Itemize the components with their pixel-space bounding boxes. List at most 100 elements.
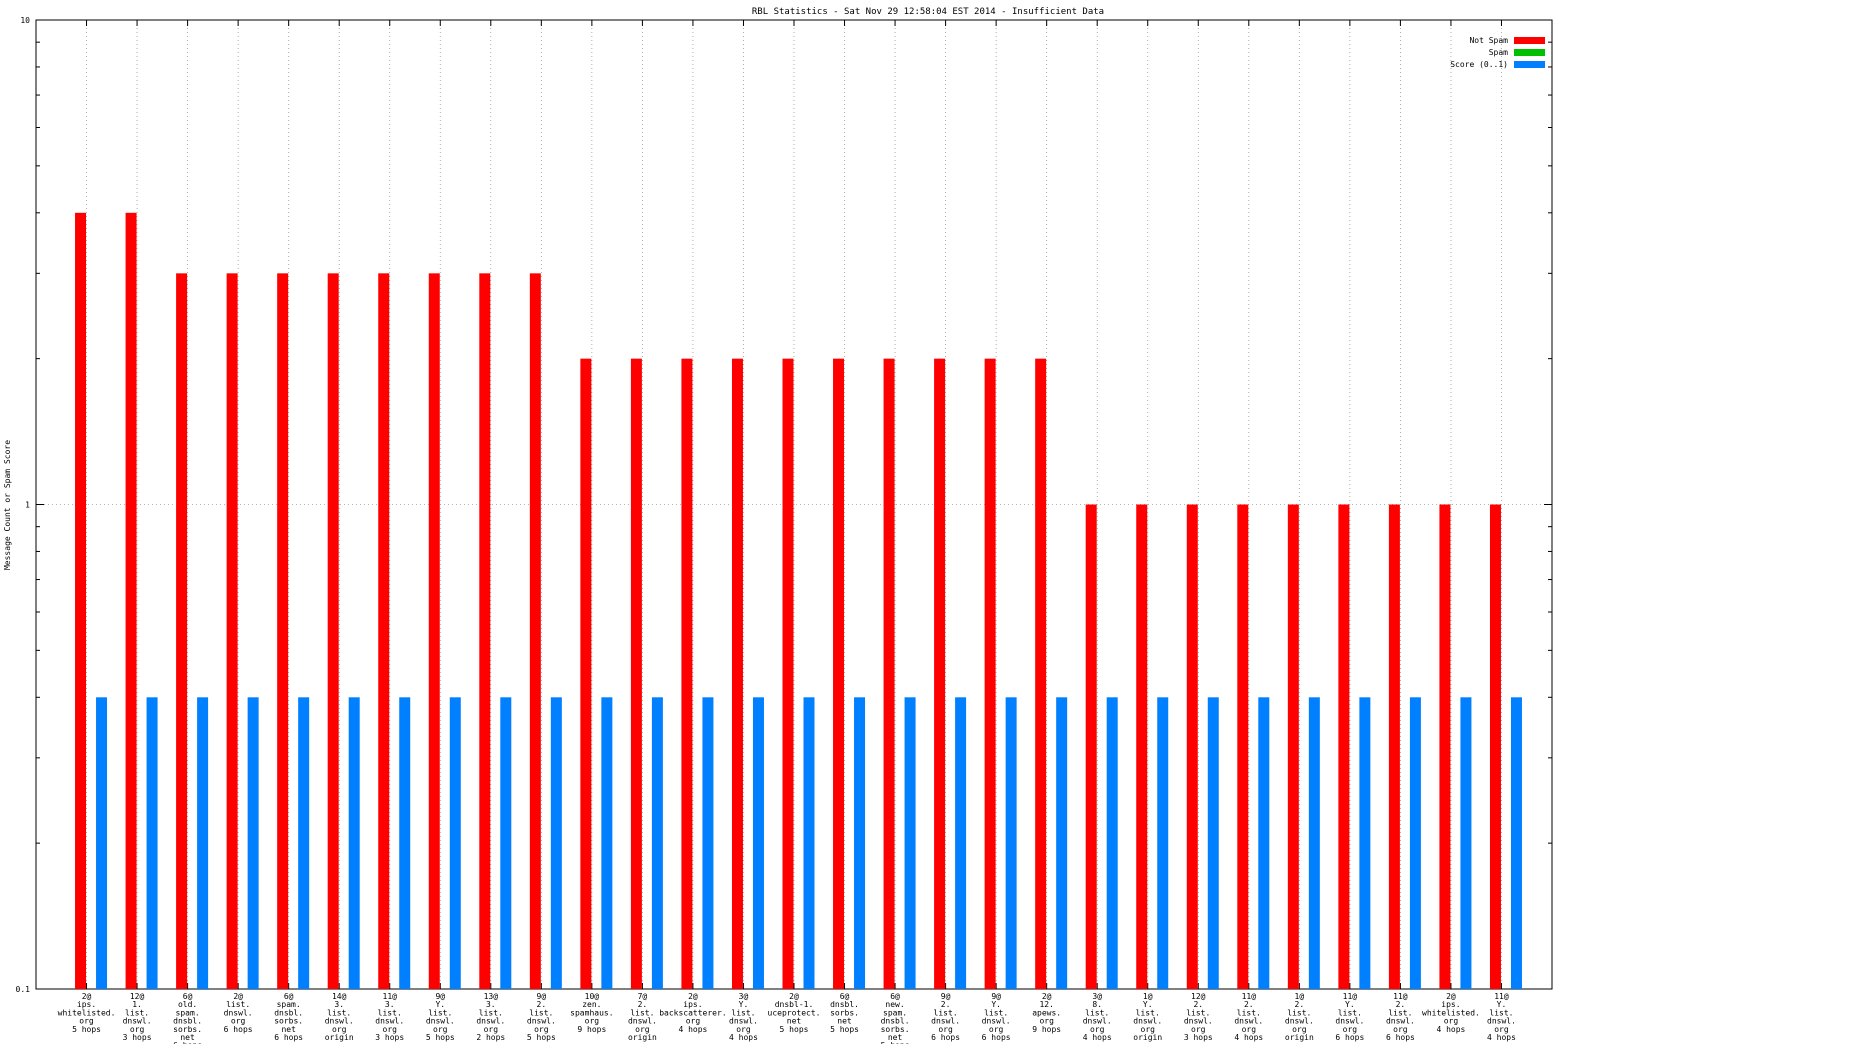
x-tick-label-line: origin xyxy=(1285,1033,1314,1042)
x-tick-label-line: org xyxy=(1343,1025,1358,1034)
x-tick-label-line: 3@ xyxy=(739,992,749,1001)
chart-title: RBL Statistics - Sat Nov 29 12:58:04 EST… xyxy=(752,7,1104,17)
bar-not-spam xyxy=(176,273,188,990)
x-tick-label-line: spam. xyxy=(883,1008,907,1017)
bar-score xyxy=(96,697,108,989)
legend-label: Not Spam xyxy=(1469,36,1508,45)
x-tick-label-line: 2@ xyxy=(1042,992,1052,1001)
legend-swatch xyxy=(1514,49,1545,56)
x-tick-label-line: 4 hops xyxy=(678,1025,707,1034)
x-tick-label: 2@ ips. whitelisted. org 4 hops xyxy=(1422,992,1480,1034)
x-tick-label: 6@ dnsbl. sorbs. net 5 hops xyxy=(830,992,859,1034)
bar-score xyxy=(651,697,663,989)
x-tick-label-line: 5 hops xyxy=(830,1025,859,1034)
x-tick-label-line: dnswl. xyxy=(729,1017,758,1026)
x-tick-label-line: dnswl. xyxy=(476,1017,505,1026)
x-tick-label-line: 6 hops xyxy=(1386,1033,1415,1042)
x-tick-label-line: 3. xyxy=(486,1000,496,1009)
x-tick-label-line: 4 hops xyxy=(1487,1033,1516,1042)
x-tick-label-line: 6 hops xyxy=(274,1033,303,1042)
x-tick-label-line: list. xyxy=(630,1008,654,1017)
x-tick-label: 2@ ips. backscatterer. org 4 hops xyxy=(659,992,726,1034)
legend-swatch xyxy=(1514,61,1545,68)
bar-not-spam xyxy=(782,358,794,989)
x-tick-label-line: 12. xyxy=(1039,1000,1053,1009)
bar-not-spam xyxy=(529,273,541,990)
bar-score xyxy=(1207,697,1219,989)
x-tick-label-line: 4 hops xyxy=(729,1033,758,1042)
x-tick-label-line: 9@ xyxy=(435,992,445,1001)
bar-score xyxy=(702,697,714,989)
x-tick-label: 9@ Y. list. dnswl. org 6 hops xyxy=(982,992,1011,1042)
x-tick-label-line: dnswl. xyxy=(1285,1017,1314,1026)
bar-not-spam xyxy=(934,358,946,989)
y-tick-label: 0.1 xyxy=(16,985,31,994)
bar-not-spam xyxy=(378,273,390,990)
x-tick-label: 2@ 12. apews. org 9 hops xyxy=(1032,992,1061,1034)
x-tick-label-line: dnsbl. xyxy=(881,1017,910,1026)
x-tick-label-line: backscatterer. xyxy=(659,1008,726,1017)
x-tick-label: 14@ 3. list. dnswl. org origin xyxy=(325,992,354,1042)
x-tick-label-line: dnswl. xyxy=(1234,1017,1263,1026)
x-tick-label: 1@ Y. list. dnswl. org origin xyxy=(1133,992,1162,1042)
bar-not-spam xyxy=(1287,504,1299,989)
x-tick-label-line: org xyxy=(585,1017,600,1026)
x-tick-label: 2@ list. dnswl. org 6 hops xyxy=(224,992,253,1034)
x-tick-label-line: list. xyxy=(1237,1008,1261,1017)
x-tick-label-line: whitelisted. xyxy=(58,1008,116,1017)
x-tick-label-line: 10@ xyxy=(585,992,600,1001)
x-tick-label-line: list. xyxy=(731,1008,755,1017)
x-tick-label-line: 12@ xyxy=(1191,992,1206,1001)
x-tick-label-line: org xyxy=(1444,1017,1459,1026)
bar-score xyxy=(1106,697,1118,989)
x-tick-label-line: 5 hops xyxy=(426,1033,455,1042)
x-tick-label-line: list. xyxy=(327,1008,351,1017)
bar-score xyxy=(1258,697,1270,989)
x-tick-label-line: org xyxy=(1039,1017,1054,1026)
x-tick-label-line: 6@ xyxy=(183,992,193,1001)
bar-not-spam xyxy=(681,358,693,989)
bar-not-spam xyxy=(1085,504,1097,989)
bar-not-spam xyxy=(1035,358,1047,989)
x-tick-label: 2@ ips. whitelisted. org 5 hops xyxy=(58,992,116,1034)
x-tick-label-line: ips. xyxy=(1441,1000,1460,1009)
x-tick-label-line: org xyxy=(1191,1025,1206,1034)
x-tick-label-line: 11@ xyxy=(1393,992,1408,1001)
x-tick-label: 13@ 3. list. dnswl. org 2 hops xyxy=(476,992,505,1042)
x-tick-label-line: list. xyxy=(125,1008,149,1017)
x-tick-label: 3@ Y. list. dnswl. org 4 hops xyxy=(729,992,758,1042)
x-tick-label-line: 2. xyxy=(1396,1000,1406,1009)
x-tick-label-line: org xyxy=(130,1025,145,1034)
bar-score xyxy=(146,697,158,989)
bar-not-spam xyxy=(883,358,895,989)
x-tick-label: 9@ 2. list. dnswl. org 5 hops xyxy=(527,992,556,1042)
x-tick-label-line: 9@ xyxy=(941,992,951,1001)
x-tick-label-line: origin xyxy=(1133,1033,1162,1042)
x-tick-label-line: whitelisted. xyxy=(1422,1008,1480,1017)
x-tick-label: 11@ 3. list. dnswl. org 3 hops xyxy=(375,992,404,1042)
x-tick-label-line: dnsbl. xyxy=(830,1000,859,1009)
x-tick-label-line: 5 hops xyxy=(881,1041,910,1044)
bar-not-spam xyxy=(75,212,87,989)
x-tick-label-line: org xyxy=(1393,1025,1408,1034)
x-tick-label-line: dnswl. xyxy=(1386,1017,1415,1026)
x-tick-label-line: 14@ xyxy=(332,992,347,1001)
bar-not-spam xyxy=(327,273,339,990)
x-tick-label-line: 11@ xyxy=(383,992,398,1001)
x-tick-label-line: 6 hops xyxy=(931,1033,960,1042)
x-tick-label-line: list. xyxy=(1186,1008,1210,1017)
x-tick-label: 9@ 2. list. dnswl. org 6 hops xyxy=(931,992,960,1042)
x-tick-label-line: 8. xyxy=(1092,1000,1102,1009)
x-tick-label-line: 5 hops xyxy=(780,1025,809,1034)
bar-score xyxy=(399,697,411,989)
x-tick-label-line: old. xyxy=(178,1000,197,1009)
x-tick-label: 11@ 2. list. dnswl. org 6 hops xyxy=(1386,992,1415,1042)
x-tick-label-line: list. xyxy=(428,1008,452,1017)
x-tick-label-line: apews. xyxy=(1032,1008,1061,1017)
x-tick-label-line: list. xyxy=(934,1008,958,1017)
legend: Not Spam Spam Score (0..1) xyxy=(1450,36,1545,69)
x-tick-label-line: Y. xyxy=(1497,1000,1507,1009)
x-tick-label: 12@ 2. list. dnswl. org 3 hops xyxy=(1184,992,1213,1042)
x-tick-label-line: 6 hops xyxy=(982,1033,1011,1042)
x-tick-label-line: list. xyxy=(226,1000,250,1009)
